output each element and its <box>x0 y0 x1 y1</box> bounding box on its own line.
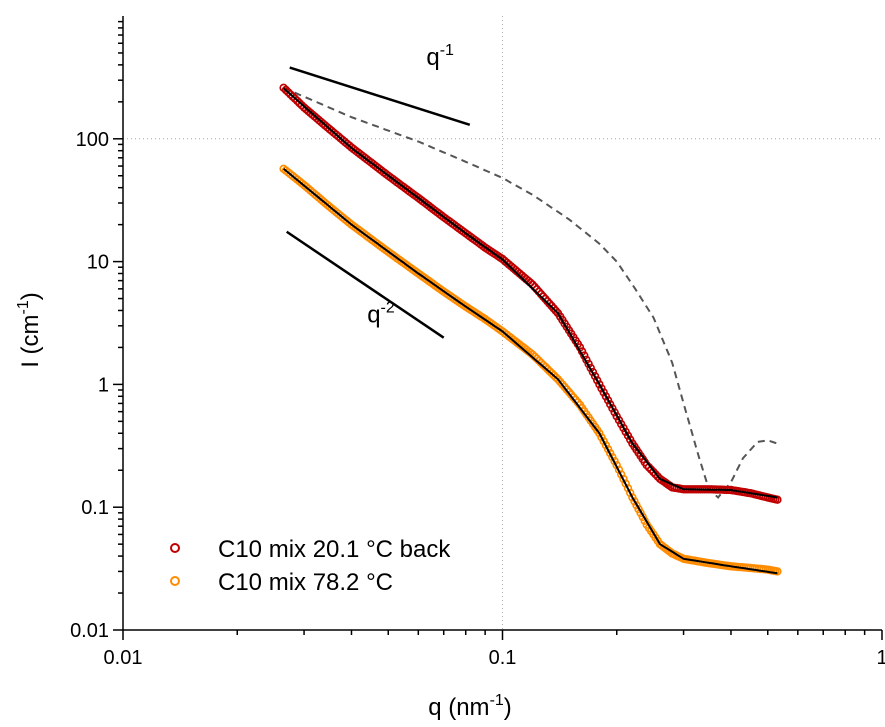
x-tick-label: 1 <box>876 647 885 669</box>
data-point <box>621 479 630 488</box>
data-point <box>545 299 554 308</box>
y-tick-label: 10 <box>87 252 109 274</box>
data-point <box>281 85 291 95</box>
slope-label-base: q <box>426 44 439 71</box>
data-point <box>773 567 782 576</box>
slope-label-exponent: -2 <box>381 299 395 316</box>
y-tick-label: 100 <box>76 129 109 151</box>
data-point <box>588 367 598 377</box>
data-point <box>288 92 297 101</box>
data-point <box>547 368 556 378</box>
x-tick-label: 0.01 <box>104 647 143 669</box>
data-point <box>649 467 658 477</box>
slope-annotations: q-1q-2 <box>286 42 471 339</box>
legend-marker-1 <box>170 543 180 553</box>
data-point <box>773 495 782 504</box>
data-point <box>595 429 604 438</box>
data-point <box>590 372 600 381</box>
data-point <box>279 83 288 93</box>
y-tick-label: 0.1 <box>81 497 109 519</box>
legend-marker-2 <box>170 576 180 586</box>
data-point <box>619 474 628 484</box>
slope-label-2: q-2 <box>367 299 395 328</box>
data-series <box>279 83 782 576</box>
data-point <box>623 484 633 493</box>
x-axis-label: q (nm-1) <box>428 692 512 721</box>
data-point <box>541 362 550 372</box>
slope-line-1 <box>289 66 471 126</box>
slope-line-2 <box>286 230 445 339</box>
y-tick-label: 1 <box>98 374 109 396</box>
data-point <box>290 94 300 103</box>
data-point <box>651 470 660 479</box>
dashed-curve <box>283 86 778 499</box>
slope-label-base: q <box>367 301 380 328</box>
data-point <box>284 87 293 97</box>
slope-label-1: q-1 <box>426 42 454 71</box>
data-point <box>595 380 604 389</box>
dashed-model-curve <box>283 86 778 499</box>
data-point <box>295 98 304 108</box>
data-point <box>286 90 295 99</box>
series-1-fit-line <box>282 87 778 499</box>
legend-label-1: C10 mix 20.1 °C back <box>218 536 451 563</box>
data-point <box>551 306 560 315</box>
fit-lines <box>282 87 778 575</box>
grid-lines <box>123 16 882 630</box>
x-tick-label: 0.1 <box>489 647 517 669</box>
data-point <box>625 488 635 498</box>
data-point <box>551 373 560 382</box>
series-1-markers <box>279 83 782 504</box>
data-point <box>293 96 302 106</box>
axes: 0.01 0.1 1 0.01 0.1 1 10 100 <box>70 16 885 669</box>
data-point <box>603 445 613 454</box>
slope-label-exponent: -1 <box>440 42 454 59</box>
y-tick-label: 0.01 <box>70 620 109 642</box>
series-2-fit-line <box>282 168 778 575</box>
legend-label-2: C10 mix 78.2 °C <box>218 569 393 596</box>
y-axis-label: I (cm-1) <box>15 292 44 368</box>
legend: C10 mix 20.1 °C back C10 mix 78.2 °C <box>170 536 451 596</box>
data-point <box>603 396 613 405</box>
data-point <box>610 408 619 417</box>
data-point <box>592 376 602 385</box>
